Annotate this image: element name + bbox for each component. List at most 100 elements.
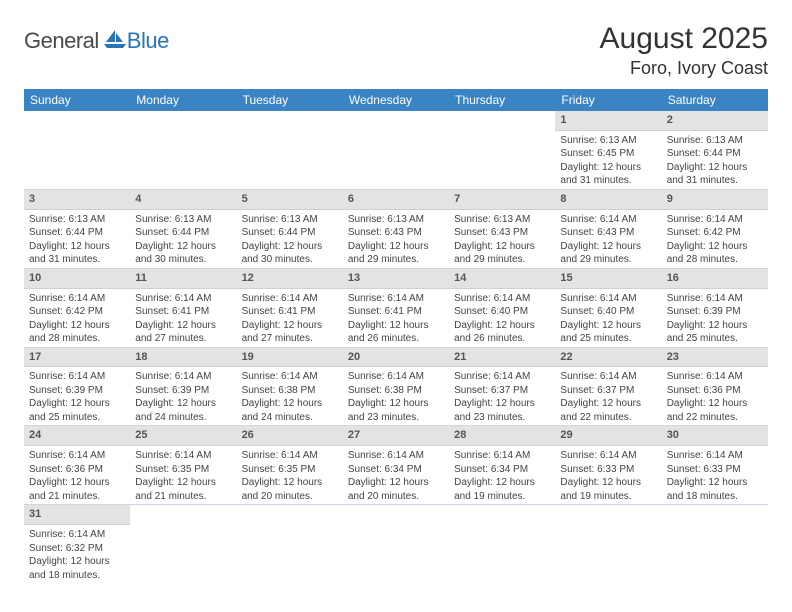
daylight-line: Daylight: 12 hours and 23 minutes.: [454, 397, 550, 424]
sunset-line: Sunset: 6:44 PM: [29, 226, 125, 240]
sunrise-line: Sunrise: 6:14 AM: [348, 449, 444, 463]
day-number: 19: [237, 348, 343, 368]
daylight-line: Daylight: 12 hours and 23 minutes.: [348, 397, 444, 424]
calendar-cell: [343, 505, 449, 583]
day-content: Sunrise: 6:14 AMSunset: 6:34 PMDaylight:…: [343, 446, 449, 504]
sunset-line: Sunset: 6:41 PM: [242, 305, 338, 319]
sailboat-icon: [103, 29, 127, 54]
sunset-line: Sunset: 6:34 PM: [454, 463, 550, 477]
day-header: Sunday: [24, 89, 130, 111]
sunset-line: Sunset: 6:34 PM: [348, 463, 444, 477]
day-content: Sunrise: 6:14 AMSunset: 6:38 PMDaylight:…: [343, 367, 449, 425]
daylight-line: Daylight: 12 hours and 26 minutes.: [454, 319, 550, 346]
logo-text-general: General: [24, 28, 99, 54]
daylight-line: Daylight: 12 hours and 29 minutes.: [348, 240, 444, 267]
daylight-line: Daylight: 12 hours and 29 minutes.: [560, 240, 656, 267]
day-content: Sunrise: 6:14 AMSunset: 6:42 PMDaylight:…: [662, 210, 768, 268]
sunrise-line: Sunrise: 6:14 AM: [560, 449, 656, 463]
day-number: 21: [449, 348, 555, 368]
logo: General Blue: [24, 28, 169, 54]
calendar-body: 1Sunrise: 6:13 AMSunset: 6:45 PMDaylight…: [24, 111, 768, 583]
day-number: 14: [449, 269, 555, 289]
daylight-line: Daylight: 12 hours and 18 minutes.: [667, 476, 763, 503]
calendar-cell: 31Sunrise: 6:14 AMSunset: 6:32 PMDayligh…: [24, 505, 130, 583]
calendar-row: 10Sunrise: 6:14 AMSunset: 6:42 PMDayligh…: [24, 268, 768, 347]
sunset-line: Sunset: 6:36 PM: [29, 463, 125, 477]
daylight-line: Daylight: 12 hours and 27 minutes.: [135, 319, 231, 346]
day-number: 9: [662, 190, 768, 210]
day-content: Sunrise: 6:13 AMSunset: 6:44 PMDaylight:…: [24, 210, 130, 268]
sunset-line: Sunset: 6:41 PM: [348, 305, 444, 319]
day-number: 8: [555, 190, 661, 210]
calendar-cell: 14Sunrise: 6:14 AMSunset: 6:40 PMDayligh…: [449, 268, 555, 347]
day-content: Sunrise: 6:14 AMSunset: 6:40 PMDaylight:…: [449, 289, 555, 347]
daylight-line: Daylight: 12 hours and 31 minutes.: [29, 240, 125, 267]
sunrise-line: Sunrise: 6:14 AM: [560, 292, 656, 306]
daylight-line: Daylight: 12 hours and 28 minutes.: [29, 319, 125, 346]
day-content: Sunrise: 6:14 AMSunset: 6:42 PMDaylight:…: [24, 289, 130, 347]
day-content: Sunrise: 6:14 AMSunset: 6:40 PMDaylight:…: [555, 289, 661, 347]
daylight-line: Daylight: 12 hours and 26 minutes.: [348, 319, 444, 346]
sunset-line: Sunset: 6:35 PM: [135, 463, 231, 477]
sunset-line: Sunset: 6:33 PM: [560, 463, 656, 477]
day-number: 28: [449, 426, 555, 446]
day-content: Sunrise: 6:13 AMSunset: 6:44 PMDaylight:…: [130, 210, 236, 268]
day-number: 1: [555, 111, 661, 131]
sunrise-line: Sunrise: 6:14 AM: [560, 213, 656, 227]
day-number: 11: [130, 269, 236, 289]
daylight-line: Daylight: 12 hours and 28 minutes.: [667, 240, 763, 267]
day-content: Sunrise: 6:14 AMSunset: 6:32 PMDaylight:…: [24, 525, 130, 583]
day-content: Sunrise: 6:14 AMSunset: 6:41 PMDaylight:…: [237, 289, 343, 347]
calendar-row: 17Sunrise: 6:14 AMSunset: 6:39 PMDayligh…: [24, 347, 768, 426]
calendar-cell: 5Sunrise: 6:13 AMSunset: 6:44 PMDaylight…: [237, 189, 343, 268]
sunset-line: Sunset: 6:42 PM: [29, 305, 125, 319]
calendar-cell: 3Sunrise: 6:13 AMSunset: 6:44 PMDaylight…: [24, 189, 130, 268]
day-content: Sunrise: 6:14 AMSunset: 6:38 PMDaylight:…: [237, 367, 343, 425]
sunrise-line: Sunrise: 6:13 AM: [454, 213, 550, 227]
day-number: 4: [130, 190, 236, 210]
sunrise-line: Sunrise: 6:13 AM: [560, 134, 656, 148]
day-content: Sunrise: 6:14 AMSunset: 6:33 PMDaylight:…: [555, 446, 661, 504]
calendar-cell: 9Sunrise: 6:14 AMSunset: 6:42 PMDaylight…: [662, 189, 768, 268]
sunset-line: Sunset: 6:36 PM: [667, 384, 763, 398]
daylight-line: Daylight: 12 hours and 30 minutes.: [242, 240, 338, 267]
day-content: Sunrise: 6:14 AMSunset: 6:39 PMDaylight:…: [24, 367, 130, 425]
sunset-line: Sunset: 6:39 PM: [135, 384, 231, 398]
calendar-row: 24Sunrise: 6:14 AMSunset: 6:36 PMDayligh…: [24, 426, 768, 505]
sunset-line: Sunset: 6:32 PM: [29, 542, 125, 556]
sunset-line: Sunset: 6:35 PM: [242, 463, 338, 477]
day-header: Thursday: [449, 89, 555, 111]
day-header: Wednesday: [343, 89, 449, 111]
day-content: Sunrise: 6:13 AMSunset: 6:45 PMDaylight:…: [555, 131, 661, 189]
sunset-line: Sunset: 6:40 PM: [560, 305, 656, 319]
sunset-line: Sunset: 6:33 PM: [667, 463, 763, 477]
sunset-line: Sunset: 6:43 PM: [560, 226, 656, 240]
day-header: Tuesday: [237, 89, 343, 111]
sunrise-line: Sunrise: 6:14 AM: [348, 370, 444, 384]
calendar-cell: 12Sunrise: 6:14 AMSunset: 6:41 PMDayligh…: [237, 268, 343, 347]
calendar-cell: [237, 111, 343, 189]
calendar-cell: 2Sunrise: 6:13 AMSunset: 6:44 PMDaylight…: [662, 111, 768, 189]
calendar-cell: 20Sunrise: 6:14 AMSunset: 6:38 PMDayligh…: [343, 347, 449, 426]
sunrise-line: Sunrise: 6:13 AM: [29, 213, 125, 227]
daylight-line: Daylight: 12 hours and 21 minutes.: [29, 476, 125, 503]
sunset-line: Sunset: 6:44 PM: [242, 226, 338, 240]
daylight-line: Daylight: 12 hours and 21 minutes.: [135, 476, 231, 503]
calendar-cell: [449, 505, 555, 583]
title-block: August 2025 Foro, Ivory Coast: [600, 22, 768, 79]
day-content: Sunrise: 6:14 AMSunset: 6:33 PMDaylight:…: [662, 446, 768, 504]
day-content: Sunrise: 6:13 AMSunset: 6:44 PMDaylight:…: [237, 210, 343, 268]
daylight-line: Daylight: 12 hours and 27 minutes.: [242, 319, 338, 346]
sunrise-line: Sunrise: 6:14 AM: [242, 292, 338, 306]
location: Foro, Ivory Coast: [600, 58, 768, 79]
sunset-line: Sunset: 6:40 PM: [454, 305, 550, 319]
daylight-line: Daylight: 12 hours and 19 minutes.: [560, 476, 656, 503]
sunset-line: Sunset: 6:43 PM: [348, 226, 444, 240]
day-content: Sunrise: 6:13 AMSunset: 6:43 PMDaylight:…: [343, 210, 449, 268]
day-number: 22: [555, 348, 661, 368]
calendar-cell: [662, 505, 768, 583]
calendar-header-row: SundayMondayTuesdayWednesdayThursdayFrid…: [24, 89, 768, 111]
daylight-line: Daylight: 12 hours and 25 minutes.: [667, 319, 763, 346]
calendar-cell: [130, 111, 236, 189]
day-number: 16: [662, 269, 768, 289]
